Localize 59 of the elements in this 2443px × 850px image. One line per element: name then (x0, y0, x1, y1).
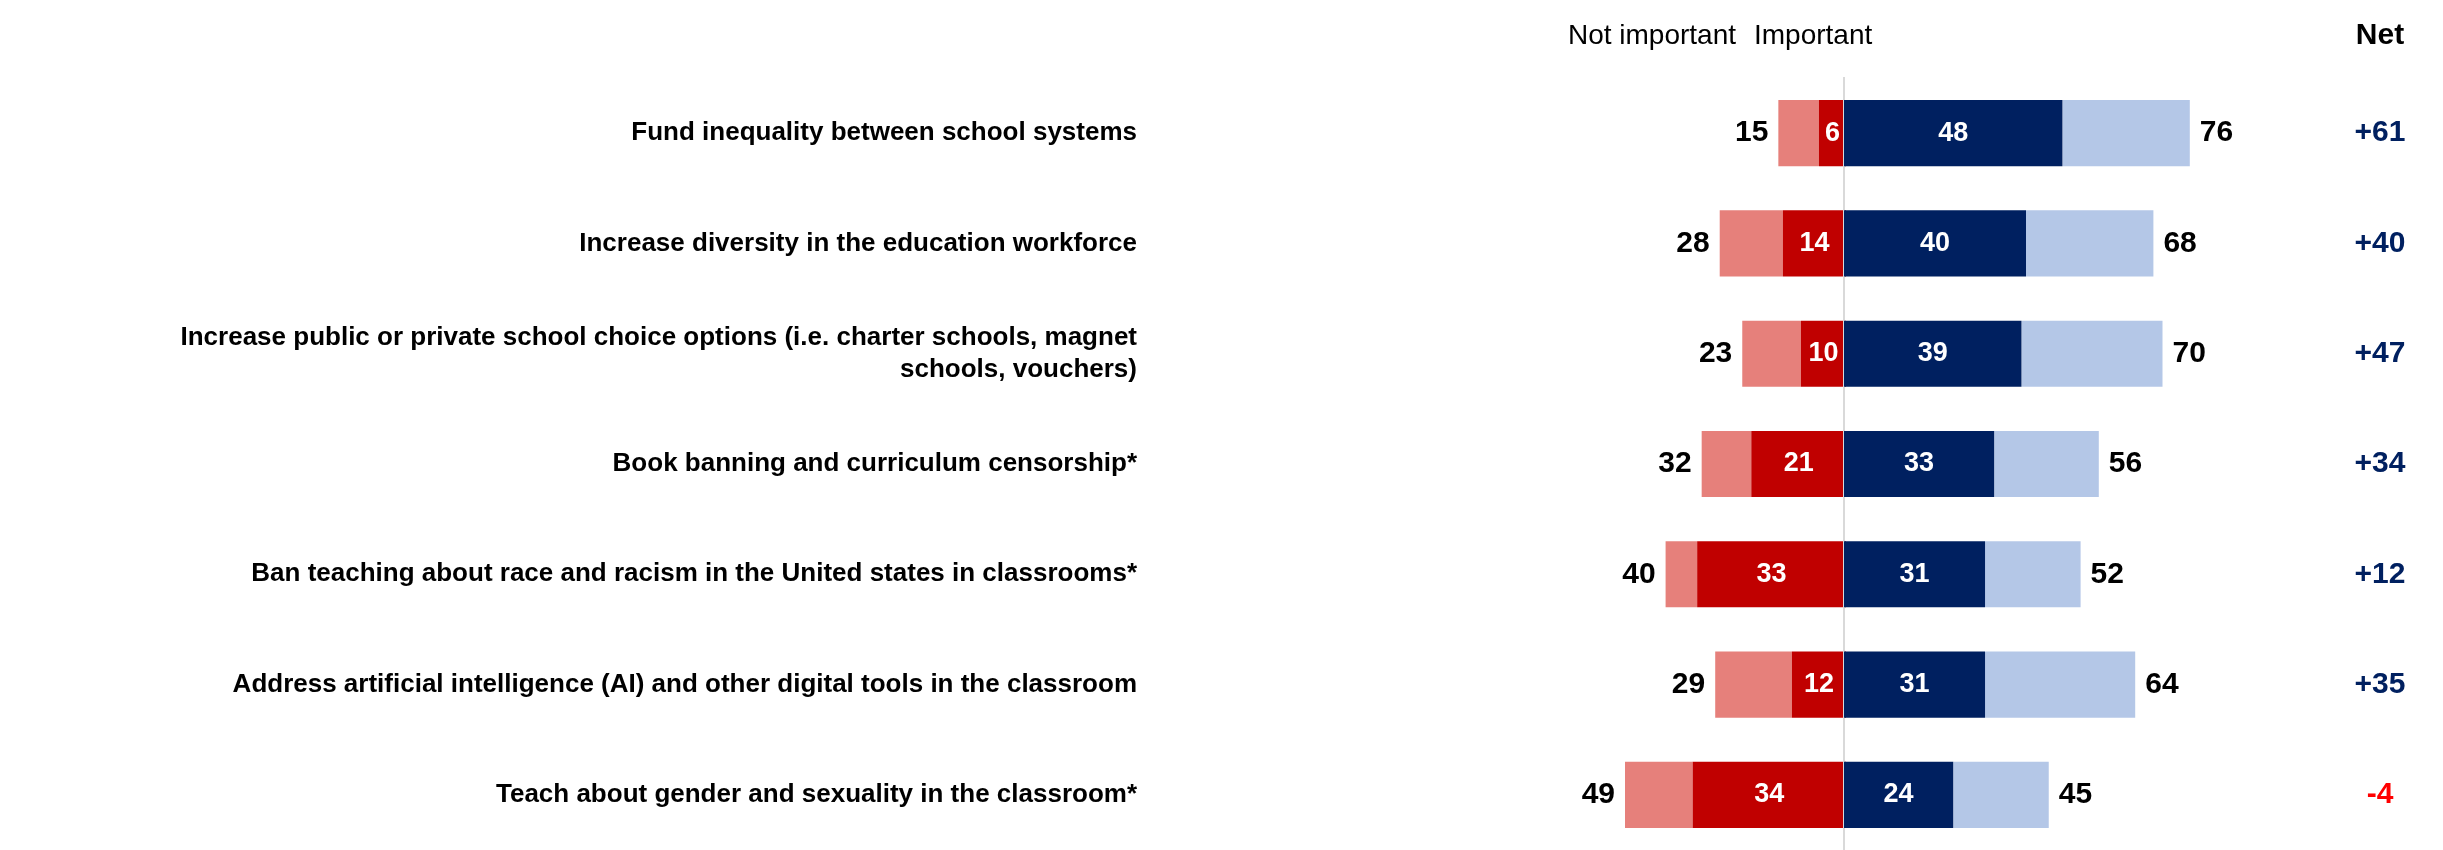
text: Important (1754, 18, 1873, 50)
y-tick-label: Address artificial intelligence (AI) and other digital tools in the classroom (232, 667, 1137, 698)
bar (1701, 430, 1752, 498)
text: -4 (2366, 776, 2394, 810)
text: +34 (2354, 445, 2406, 479)
data-label: 33 (1904, 447, 1935, 478)
text: +61 (2354, 114, 2406, 148)
bar (1665, 541, 1698, 608)
total-label: 56 (2108, 445, 2143, 479)
data-label: 10 (1808, 337, 1839, 368)
bar (2021, 320, 2163, 387)
total-label: 52 (2090, 555, 2124, 589)
y-tick-label: Increase diversity in the education workforce (579, 226, 1137, 257)
data-label: 34 (1754, 778, 1785, 809)
bar (1778, 100, 1819, 167)
text: Not important (1567, 18, 1737, 50)
data-label: 21 (1783, 447, 1814, 478)
bar (2062, 100, 2190, 167)
bar (1742, 320, 1801, 387)
text: +12 (2354, 555, 2406, 589)
total-label: 23 (1698, 334, 1733, 368)
data-label: 31 (1899, 668, 1930, 699)
total-label: 49 (1581, 776, 1615, 810)
bar (1985, 651, 2136, 718)
y-tick-label: Increase public or private school choice options (i.e. charter schools, magnet schools, vouchers) (180, 320, 1138, 383)
total-label: 40 (1622, 555, 1656, 589)
total-label: 32 (1658, 445, 1692, 479)
text: Net (2355, 17, 2405, 51)
data-label: 12 (1803, 668, 1834, 699)
data-label: 48 (1938, 116, 1969, 147)
bar (1953, 761, 2049, 828)
total-label: 70 (2172, 334, 2206, 368)
bar (2026, 210, 2154, 277)
bar (1985, 541, 2081, 608)
bar (1994, 430, 2099, 498)
bar (1625, 761, 1693, 828)
data-label: 24 (1883, 778, 1914, 809)
data-label: 40 (1919, 226, 1951, 257)
bar (1715, 651, 1792, 718)
y-tick-label: Teach about gender and sexuality in the classroom* (495, 778, 1138, 809)
text: +40 (2354, 224, 2406, 258)
bar (1719, 210, 1783, 277)
total-label: 76 (2199, 114, 2234, 148)
data-label: 31 (1899, 557, 1930, 588)
text: +35 (2354, 665, 2406, 699)
data-label: 6 (1824, 116, 1840, 147)
total-label: 64 (2145, 665, 2179, 699)
total-label: 45 (2058, 776, 2093, 810)
total-label: 68 (2163, 224, 2197, 258)
total-label: 15 (1734, 114, 1769, 148)
y-tick-label: Book banning and curriculum censorship* (612, 447, 1138, 478)
y-tick-label: Fund inequality between school systems (631, 116, 1137, 147)
total-label: 29 (1671, 665, 1706, 699)
text: +47 (2354, 334, 2406, 368)
total-label: 28 (1676, 224, 1710, 258)
data-label: 14 (1799, 226, 1830, 257)
y-tick-label: Ban teaching about race and racism in the United states in classrooms* (251, 557, 1138, 588)
data-label: 33 (1756, 557, 1787, 588)
data-label: 39 (1917, 337, 1948, 368)
